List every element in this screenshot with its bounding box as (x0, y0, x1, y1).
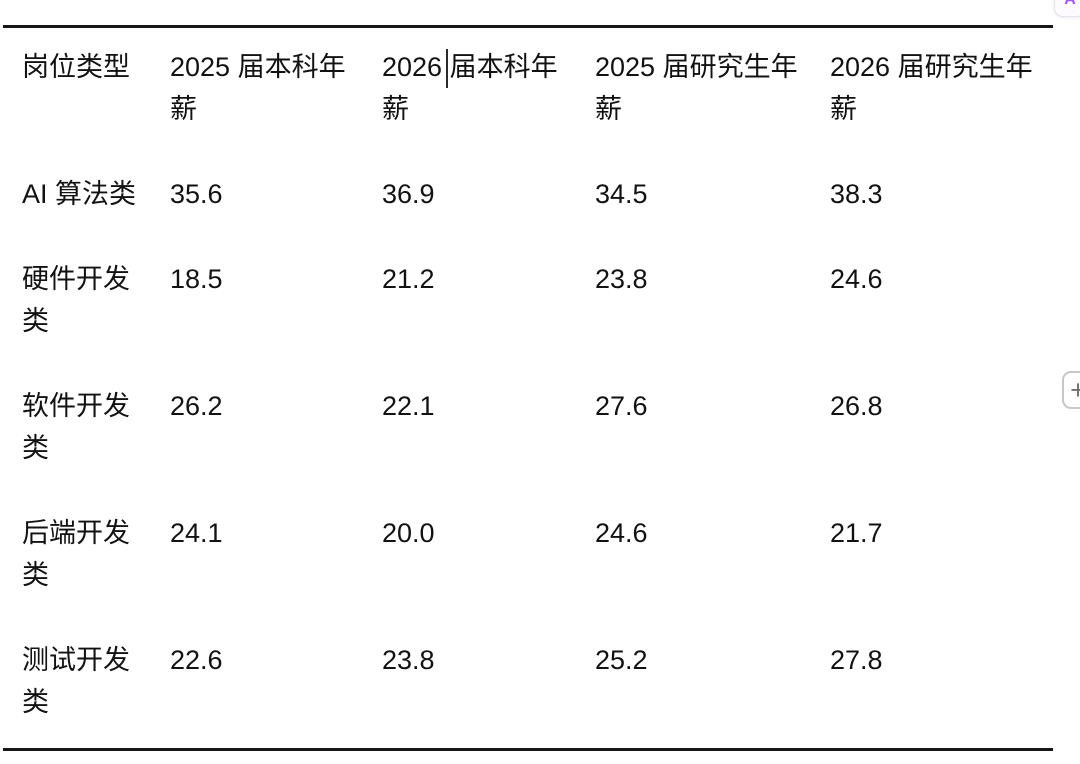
table-cell[interactable]: 27.8 (830, 645, 883, 675)
column-header-2025-bachelor[interactable]: 2025 届本科年薪 (170, 52, 346, 124)
table-cell[interactable]: 26.2 (170, 391, 223, 421)
table-cell[interactable]: 21.7 (830, 518, 883, 548)
table-row: 后端开发类 24.1 20.0 24.6 21.7 (3, 494, 1053, 621)
column-header-2025-graduate[interactable]: 2025 届研究生年薪 (595, 52, 798, 124)
row-label[interactable]: 测试开发类 (22, 645, 130, 717)
table-cell[interactable]: 22.6 (170, 645, 223, 675)
table-cell[interactable]: 25.2 (595, 645, 648, 675)
plus-icon: + (1070, 374, 1080, 405)
table-row: 软件开发类 26.2 22.1 27.6 26.8 (3, 367, 1053, 494)
floating-assistant-button[interactable]: A (1054, 0, 1080, 17)
row-label[interactable]: 软件开发类 (22, 391, 130, 463)
table-row: 测试开发类 22.6 23.8 25.2 27.8 (3, 621, 1053, 750)
column-header-2026-bachelor[interactable]: 2026 届本科年薪 (382, 52, 558, 124)
table-cell[interactable]: 36.9 (382, 179, 435, 209)
letter-a-icon: A (1064, 0, 1076, 9)
table-row: 硬件开发类 18.5 21.2 23.8 24.6 (3, 240, 1053, 367)
table-cell[interactable]: 21.2 (382, 264, 435, 294)
table-cell[interactable]: 23.8 (382, 645, 435, 675)
row-label[interactable]: 后端开发类 (22, 518, 130, 590)
header-row: 岗位类型 2025 届本科年薪 2026 届本科年薪 2025 届研究生年薪 2… (3, 27, 1053, 156)
table-cell[interactable]: 23.8 (595, 264, 648, 294)
table-cell[interactable]: 38.3 (830, 179, 883, 209)
table-cell[interactable]: 22.1 (382, 391, 435, 421)
add-button[interactable]: + (1062, 371, 1080, 409)
row-label[interactable]: AI 算法类 (22, 179, 137, 209)
table-cell[interactable]: 34.5 (595, 179, 648, 209)
column-header-2026-graduate[interactable]: 2026 届研究生年薪 (830, 52, 1033, 124)
table-cell[interactable]: 27.6 (595, 391, 648, 421)
row-label[interactable]: 硬件开发类 (22, 264, 130, 336)
text-caret (446, 49, 448, 88)
table-cell[interactable]: 35.6 (170, 179, 223, 209)
salary-table: 岗位类型 2025 届本科年薪 2026 届本科年薪 2025 届研究生年薪 2… (3, 25, 1053, 751)
table-cell[interactable]: 20.0 (382, 518, 435, 548)
table-cell[interactable]: 24.6 (595, 518, 648, 548)
table-row: AI 算法类 35.6 36.9 34.5 38.3 (3, 155, 1053, 240)
column-header-job-type[interactable]: 岗位类型 (22, 52, 130, 82)
table-cell[interactable]: 24.6 (830, 264, 883, 294)
table-cell[interactable]: 18.5 (170, 264, 223, 294)
table-cell[interactable]: 24.1 (170, 518, 223, 548)
table-cell[interactable]: 26.8 (830, 391, 883, 421)
